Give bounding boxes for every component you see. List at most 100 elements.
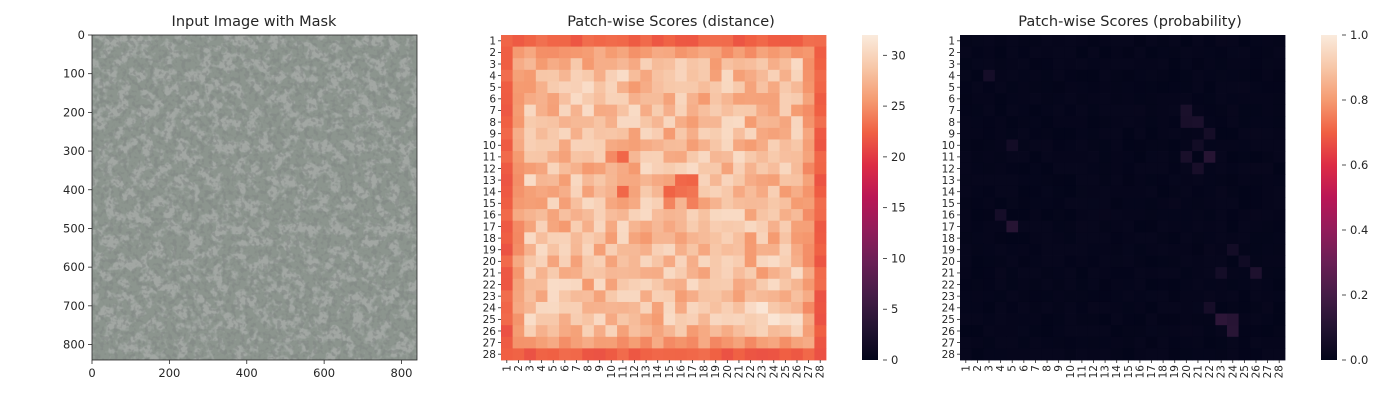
heatmap-cell — [1110, 220, 1123, 233]
heatmap-cell — [1145, 69, 1158, 82]
heatmap-cell — [814, 46, 827, 59]
heatmap-cell — [779, 139, 792, 152]
heatmap-cell — [698, 162, 711, 175]
heatmap-cell — [1192, 197, 1205, 210]
heatmap-cell — [1029, 278, 1042, 291]
heatmap-cell — [1192, 243, 1205, 256]
heatmap-cell — [651, 267, 664, 280]
heatmap-cell — [512, 127, 525, 140]
heatmap-cell — [1273, 139, 1286, 152]
heatmap-cell — [524, 174, 537, 187]
heatmap-cell — [1261, 348, 1274, 361]
heatmap-cell — [1018, 301, 1031, 314]
heatmap-cell — [686, 255, 699, 268]
heatmap-cell — [617, 46, 630, 59]
heatmap-cell — [779, 232, 792, 245]
heatmap-cell — [1064, 209, 1077, 222]
heatmap-cell — [605, 58, 618, 71]
heatmap-cell — [1110, 93, 1123, 106]
heatmap-cell — [698, 243, 711, 256]
heatmap-cell — [628, 58, 641, 71]
heatmap-cell — [1168, 58, 1181, 71]
heatmap-cell — [814, 58, 827, 71]
heatmap-cell — [756, 325, 769, 338]
heatmap-cell — [1261, 301, 1274, 314]
heatmap-cell — [605, 243, 618, 256]
heatmap-cell — [686, 116, 699, 129]
heatmap-cell — [640, 267, 653, 280]
heatmap-cell — [547, 209, 560, 222]
heatmap-cell — [698, 127, 711, 140]
heatmap-cell — [512, 35, 525, 48]
heatmap-cell — [559, 209, 572, 222]
heatmap-cell — [535, 336, 548, 349]
heatmap-cell — [721, 220, 734, 233]
heatmap-cell — [1099, 162, 1112, 175]
heatmap-cell — [791, 93, 804, 106]
heatmap-cell — [1029, 81, 1042, 94]
heatmap-cell — [570, 35, 583, 48]
heatmap-cell — [733, 139, 746, 152]
heatmap-cell — [501, 174, 514, 187]
heatmap-cell — [960, 209, 973, 222]
heatmap-cell — [1018, 255, 1031, 268]
chart-title: Patch-wise Scores (distance) — [567, 14, 775, 30]
heatmap-cell — [640, 93, 653, 106]
heatmap-cell — [1273, 313, 1286, 326]
heatmap-cell — [651, 313, 664, 326]
distance-heatmap-panel: Patch-wise Scores (distance) 1 2 3 4 5 6 7 8 9 10… — [483, 14, 906, 378]
heatmap-cell — [686, 243, 699, 256]
y-tick-label: 26 — [483, 326, 497, 338]
heatmap-cell — [802, 313, 815, 326]
heatmap-cell — [628, 162, 641, 175]
heatmap-cell — [617, 127, 630, 140]
heatmap-cell — [524, 348, 537, 361]
heatmap-cell — [1215, 325, 1228, 338]
heatmap-cell — [698, 35, 711, 48]
y-tick-label: 9 — [489, 128, 496, 140]
heatmap-cell — [1041, 267, 1054, 280]
heatmap-cell — [640, 46, 653, 59]
heatmap-cell — [744, 290, 757, 303]
heatmap-cell — [1041, 325, 1054, 338]
heatmap-cell — [1029, 232, 1042, 245]
heatmap-cell — [1261, 325, 1274, 338]
heatmap-cell — [814, 139, 827, 152]
heatmap-cell — [651, 69, 664, 82]
heatmap-cell — [582, 209, 595, 222]
heatmap-cell — [1134, 220, 1147, 233]
heatmap-cell — [686, 104, 699, 117]
heatmap-cell — [1134, 290, 1147, 303]
heatmap-cell — [547, 243, 560, 256]
heatmap-cell — [559, 220, 572, 233]
heatmap-cell — [1099, 278, 1112, 291]
heatmap-cell — [1180, 174, 1193, 187]
heatmap-cell — [1273, 93, 1286, 106]
heatmap-cell — [779, 46, 792, 59]
heatmap-cell — [582, 185, 595, 198]
heatmap-cell — [1041, 104, 1054, 117]
heatmap-cell — [802, 267, 815, 280]
heatmap-cell — [1134, 162, 1147, 175]
heatmap-cell — [512, 174, 525, 187]
heatmap-cell — [814, 93, 827, 106]
heatmap-cell — [1157, 93, 1170, 106]
heatmap-cell — [1215, 313, 1228, 326]
heatmap-cell — [698, 69, 711, 82]
heatmap-cell — [1076, 174, 1089, 187]
heatmap-cell — [512, 220, 525, 233]
heatmap-cell — [1215, 139, 1228, 152]
heatmap-cell — [1273, 116, 1286, 129]
heatmap-cell — [547, 325, 560, 338]
heatmap-cell — [709, 81, 722, 94]
heatmap-cell — [791, 209, 804, 222]
heatmap-cell — [535, 243, 548, 256]
heatmap-cell — [651, 243, 664, 256]
heatmap-cell — [675, 267, 688, 280]
heatmap-cell — [802, 243, 815, 256]
heatmap-cell — [617, 267, 630, 280]
heatmap-cell — [1052, 185, 1065, 198]
heatmap-cell — [994, 313, 1007, 326]
y-tick-label: 19 — [942, 245, 955, 257]
